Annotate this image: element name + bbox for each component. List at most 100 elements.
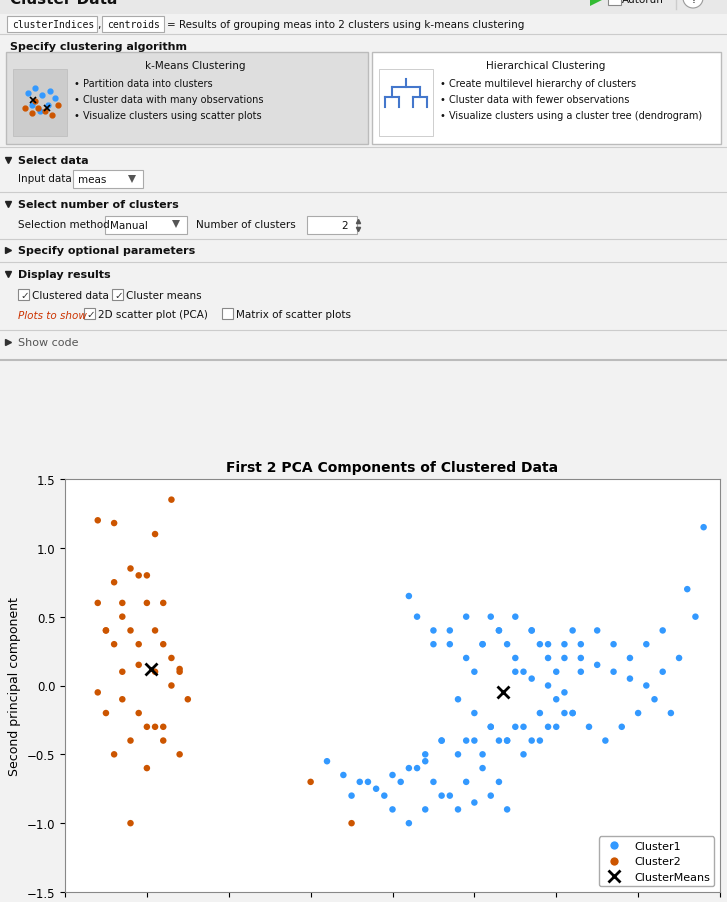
Point [608, 665, 619, 679]
Point [502, 733, 513, 748]
Text: Display results: Display results [18, 270, 111, 280]
Point [427, 638, 439, 652]
Point [477, 638, 489, 652]
Point [125, 733, 137, 748]
Point [608, 638, 619, 652]
Point [526, 672, 537, 686]
Point [657, 623, 669, 638]
Legend: Cluster1, Cluster2, ClusterMeans: Cluster1, Cluster2, ClusterMeans [598, 836, 715, 887]
Text: • Cluster data with fewer observations: • Cluster data with fewer observations [440, 95, 630, 105]
Point [477, 761, 489, 776]
Point [583, 720, 595, 734]
Point [558, 686, 570, 700]
Point [460, 775, 472, 789]
Text: Plots to show: Plots to show [18, 310, 87, 320]
Point [518, 747, 529, 761]
Point [510, 610, 521, 624]
Point [370, 782, 382, 796]
Point [444, 623, 456, 638]
Point [485, 788, 497, 803]
Text: Cluster Data: Cluster Data [10, 0, 117, 6]
Text: • Partition data into clusters: • Partition data into clusters [74, 78, 212, 89]
Point [624, 651, 635, 666]
Point [141, 761, 153, 776]
Point [100, 623, 112, 638]
Point [485, 610, 497, 624]
Title: First 2 PCA Components of Clustered Data: First 2 PCA Components of Clustered Data [226, 460, 558, 474]
Text: clusterIndices: clusterIndices [12, 20, 95, 30]
Point [362, 775, 374, 789]
Point [125, 562, 137, 576]
Point [100, 706, 112, 721]
Point [133, 568, 145, 583]
Point [444, 638, 456, 652]
Point [444, 788, 456, 803]
Circle shape [683, 0, 703, 9]
Point [435, 788, 447, 803]
Point [158, 638, 169, 652]
Polygon shape [590, 0, 604, 7]
Point [92, 596, 103, 611]
Text: Matrix of scatter plots: Matrix of scatter plots [236, 309, 351, 319]
Bar [18, 290, 29, 300]
Point [395, 775, 406, 789]
Text: Clustered data: Clustered data [32, 290, 109, 300]
Text: Select number of clusters: Select number of clusters [18, 199, 179, 210]
Point [477, 747, 489, 761]
Point [510, 665, 521, 679]
Point [133, 638, 145, 652]
FancyBboxPatch shape [73, 170, 143, 189]
Point [567, 706, 579, 721]
Text: ✓: ✓ [114, 290, 123, 300]
Point [133, 706, 145, 721]
Text: Selection method: Selection method [18, 220, 110, 230]
Text: Cluster means: Cluster means [126, 290, 201, 300]
Text: 2: 2 [342, 221, 348, 231]
Y-axis label: Second principal component: Second principal component [8, 596, 21, 775]
Bar [0, 15, 727, 35]
Point [469, 796, 481, 810]
Point [387, 802, 398, 816]
Point [550, 720, 562, 734]
Bar [0, 0, 727, 15]
Point [690, 610, 702, 624]
Point [182, 692, 193, 706]
Bar [112, 290, 123, 300]
Text: ,: , [97, 20, 100, 30]
Point [166, 492, 177, 507]
Point [158, 720, 169, 734]
FancyBboxPatch shape [13, 70, 67, 137]
Point [346, 788, 358, 803]
Point [518, 665, 529, 679]
Point [379, 788, 390, 803]
Point [403, 761, 414, 776]
Point [419, 747, 431, 761]
FancyBboxPatch shape [7, 17, 97, 33]
Point [510, 651, 521, 666]
Point [477, 638, 489, 652]
Point [452, 802, 464, 816]
Point [141, 720, 153, 734]
Bar [222, 308, 233, 319]
Point [108, 747, 120, 761]
Point [665, 706, 677, 721]
Text: Input data: Input data [18, 174, 72, 184]
Text: ?: ? [690, 0, 696, 5]
Text: meas: meas [78, 175, 106, 185]
Point [681, 583, 693, 597]
Text: Manual: Manual [110, 221, 148, 231]
Point [166, 678, 177, 693]
Point [403, 816, 414, 831]
Point [108, 575, 120, 590]
Point [648, 692, 660, 706]
Point [469, 665, 481, 679]
Point [657, 665, 669, 679]
Point [534, 706, 546, 721]
Point [435, 733, 447, 748]
Text: ✓: ✓ [86, 309, 95, 319]
Point [141, 568, 153, 583]
Point [460, 651, 472, 666]
Point [452, 692, 464, 706]
Point [427, 775, 439, 789]
Point [534, 733, 546, 748]
